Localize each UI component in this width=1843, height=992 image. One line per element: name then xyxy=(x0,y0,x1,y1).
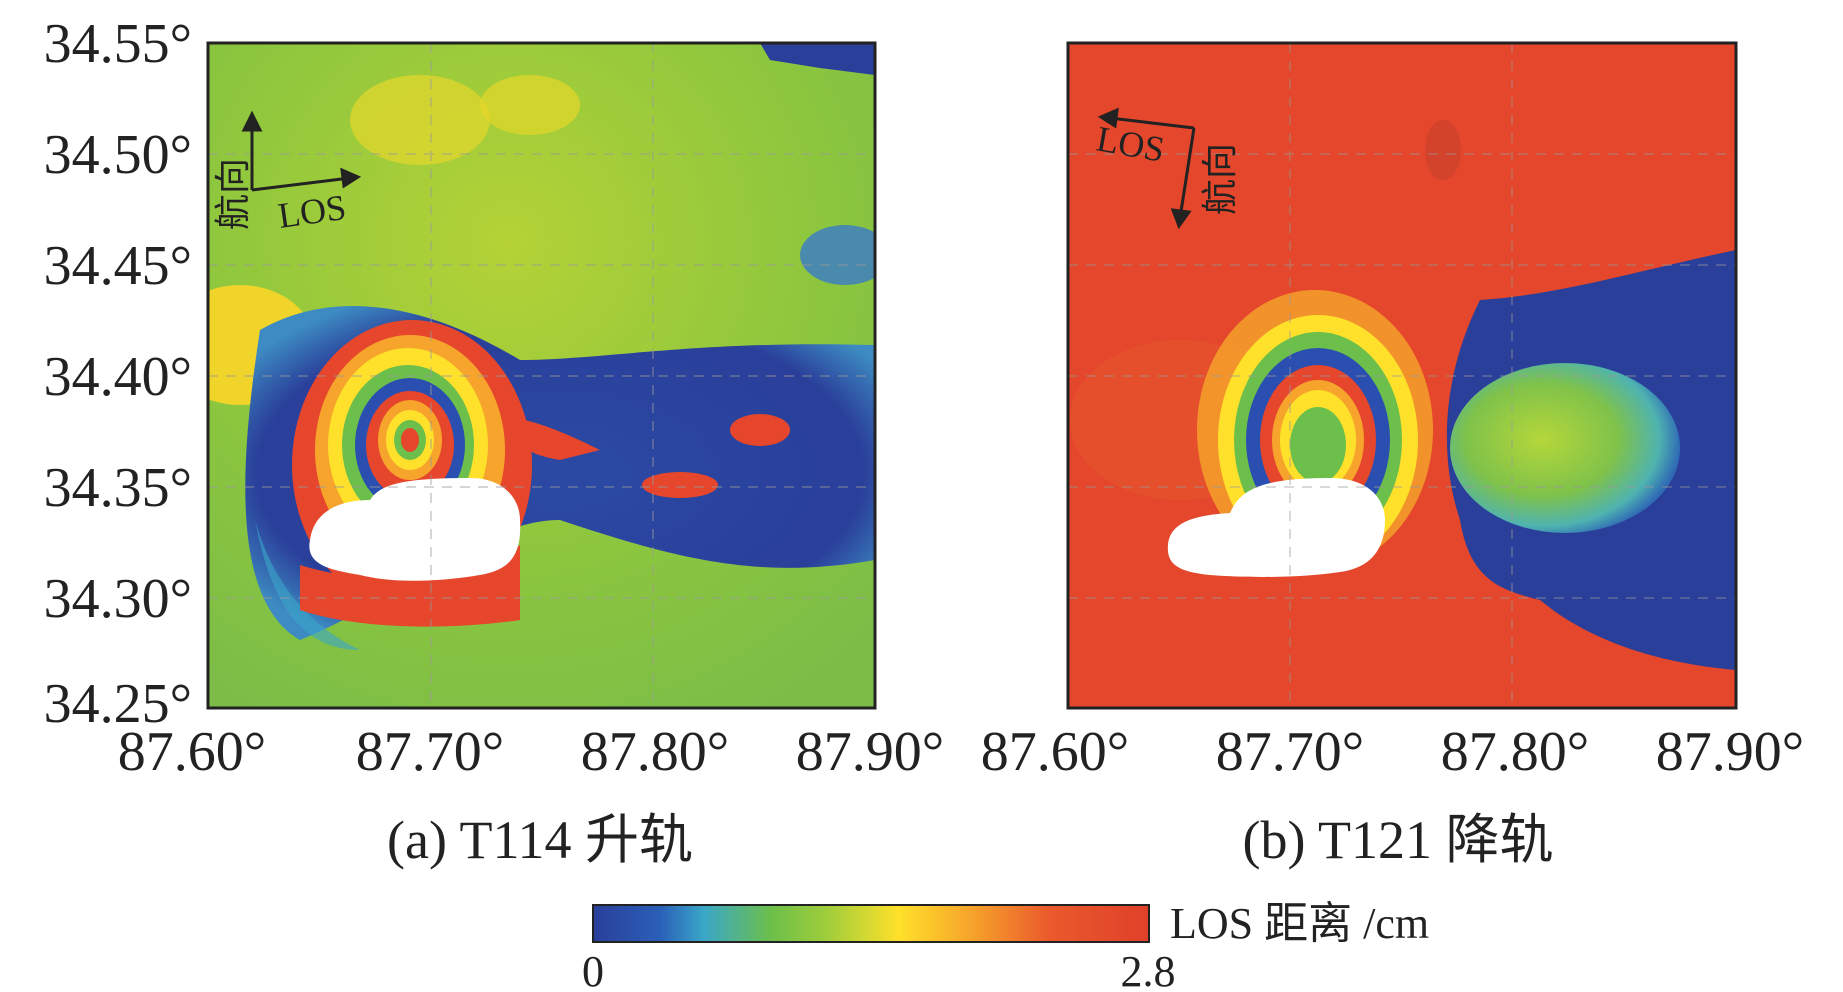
y-tick-label: 34.40° xyxy=(44,346,192,408)
x-tick-label: 87.80° xyxy=(1441,721,1589,783)
panel-a-azimuth-label: 航向 xyxy=(213,158,253,230)
x-tick-label: 87.90° xyxy=(796,721,944,783)
x-tick-label: 87.70° xyxy=(1216,721,1364,783)
y-tick-label: 34.35° xyxy=(44,457,192,519)
colorbar-min-label: 0 xyxy=(582,947,604,992)
panel-a-y-ticks: 34.55° 34.50° 34.45° 34.40° 34.35° 34.30… xyxy=(44,13,192,735)
x-tick-label: 87.70° xyxy=(356,721,504,783)
x-tick-label: 87.60° xyxy=(981,721,1129,783)
panel-a-caption: (a) T114 升轨 xyxy=(387,810,693,870)
panel-a-map xyxy=(208,43,875,708)
y-tick-label: 34.30° xyxy=(44,568,192,630)
y-tick-label: 34.45° xyxy=(44,235,192,297)
panel-b-azimuth-label: 航向 xyxy=(1200,143,1240,215)
colorbar-title: LOS 距离 /cm xyxy=(1170,899,1429,948)
panel-b-x-ticks: 87.60° 87.70° 87.80° 87.90° xyxy=(981,721,1804,783)
y-tick-label: 34.55° xyxy=(44,13,192,75)
x-tick-label: 87.80° xyxy=(581,721,729,783)
colorbar-max-label: 2.8 xyxy=(1121,947,1176,992)
x-tick-label: 87.90° xyxy=(1656,721,1804,783)
panel-a-direction-arrows xyxy=(241,110,362,192)
x-tick-label: 87.60° xyxy=(118,721,266,783)
panel-b-caption: (b) T121 降轨 xyxy=(1243,810,1554,870)
y-tick-label: 34.25° xyxy=(44,673,192,735)
panel-a-los-label: LOS xyxy=(276,187,349,236)
panel-b-frame xyxy=(1066,41,1738,710)
panel-b-map xyxy=(1068,43,1736,708)
y-tick-label: 34.50° xyxy=(44,124,192,186)
panel-a-x-ticks: 87.60° 87.70° 87.80° 87.90° xyxy=(118,721,944,783)
panel-a-frame xyxy=(206,41,877,710)
panel-b-direction-arrows xyxy=(1097,107,1196,230)
colorbar xyxy=(592,904,1150,943)
